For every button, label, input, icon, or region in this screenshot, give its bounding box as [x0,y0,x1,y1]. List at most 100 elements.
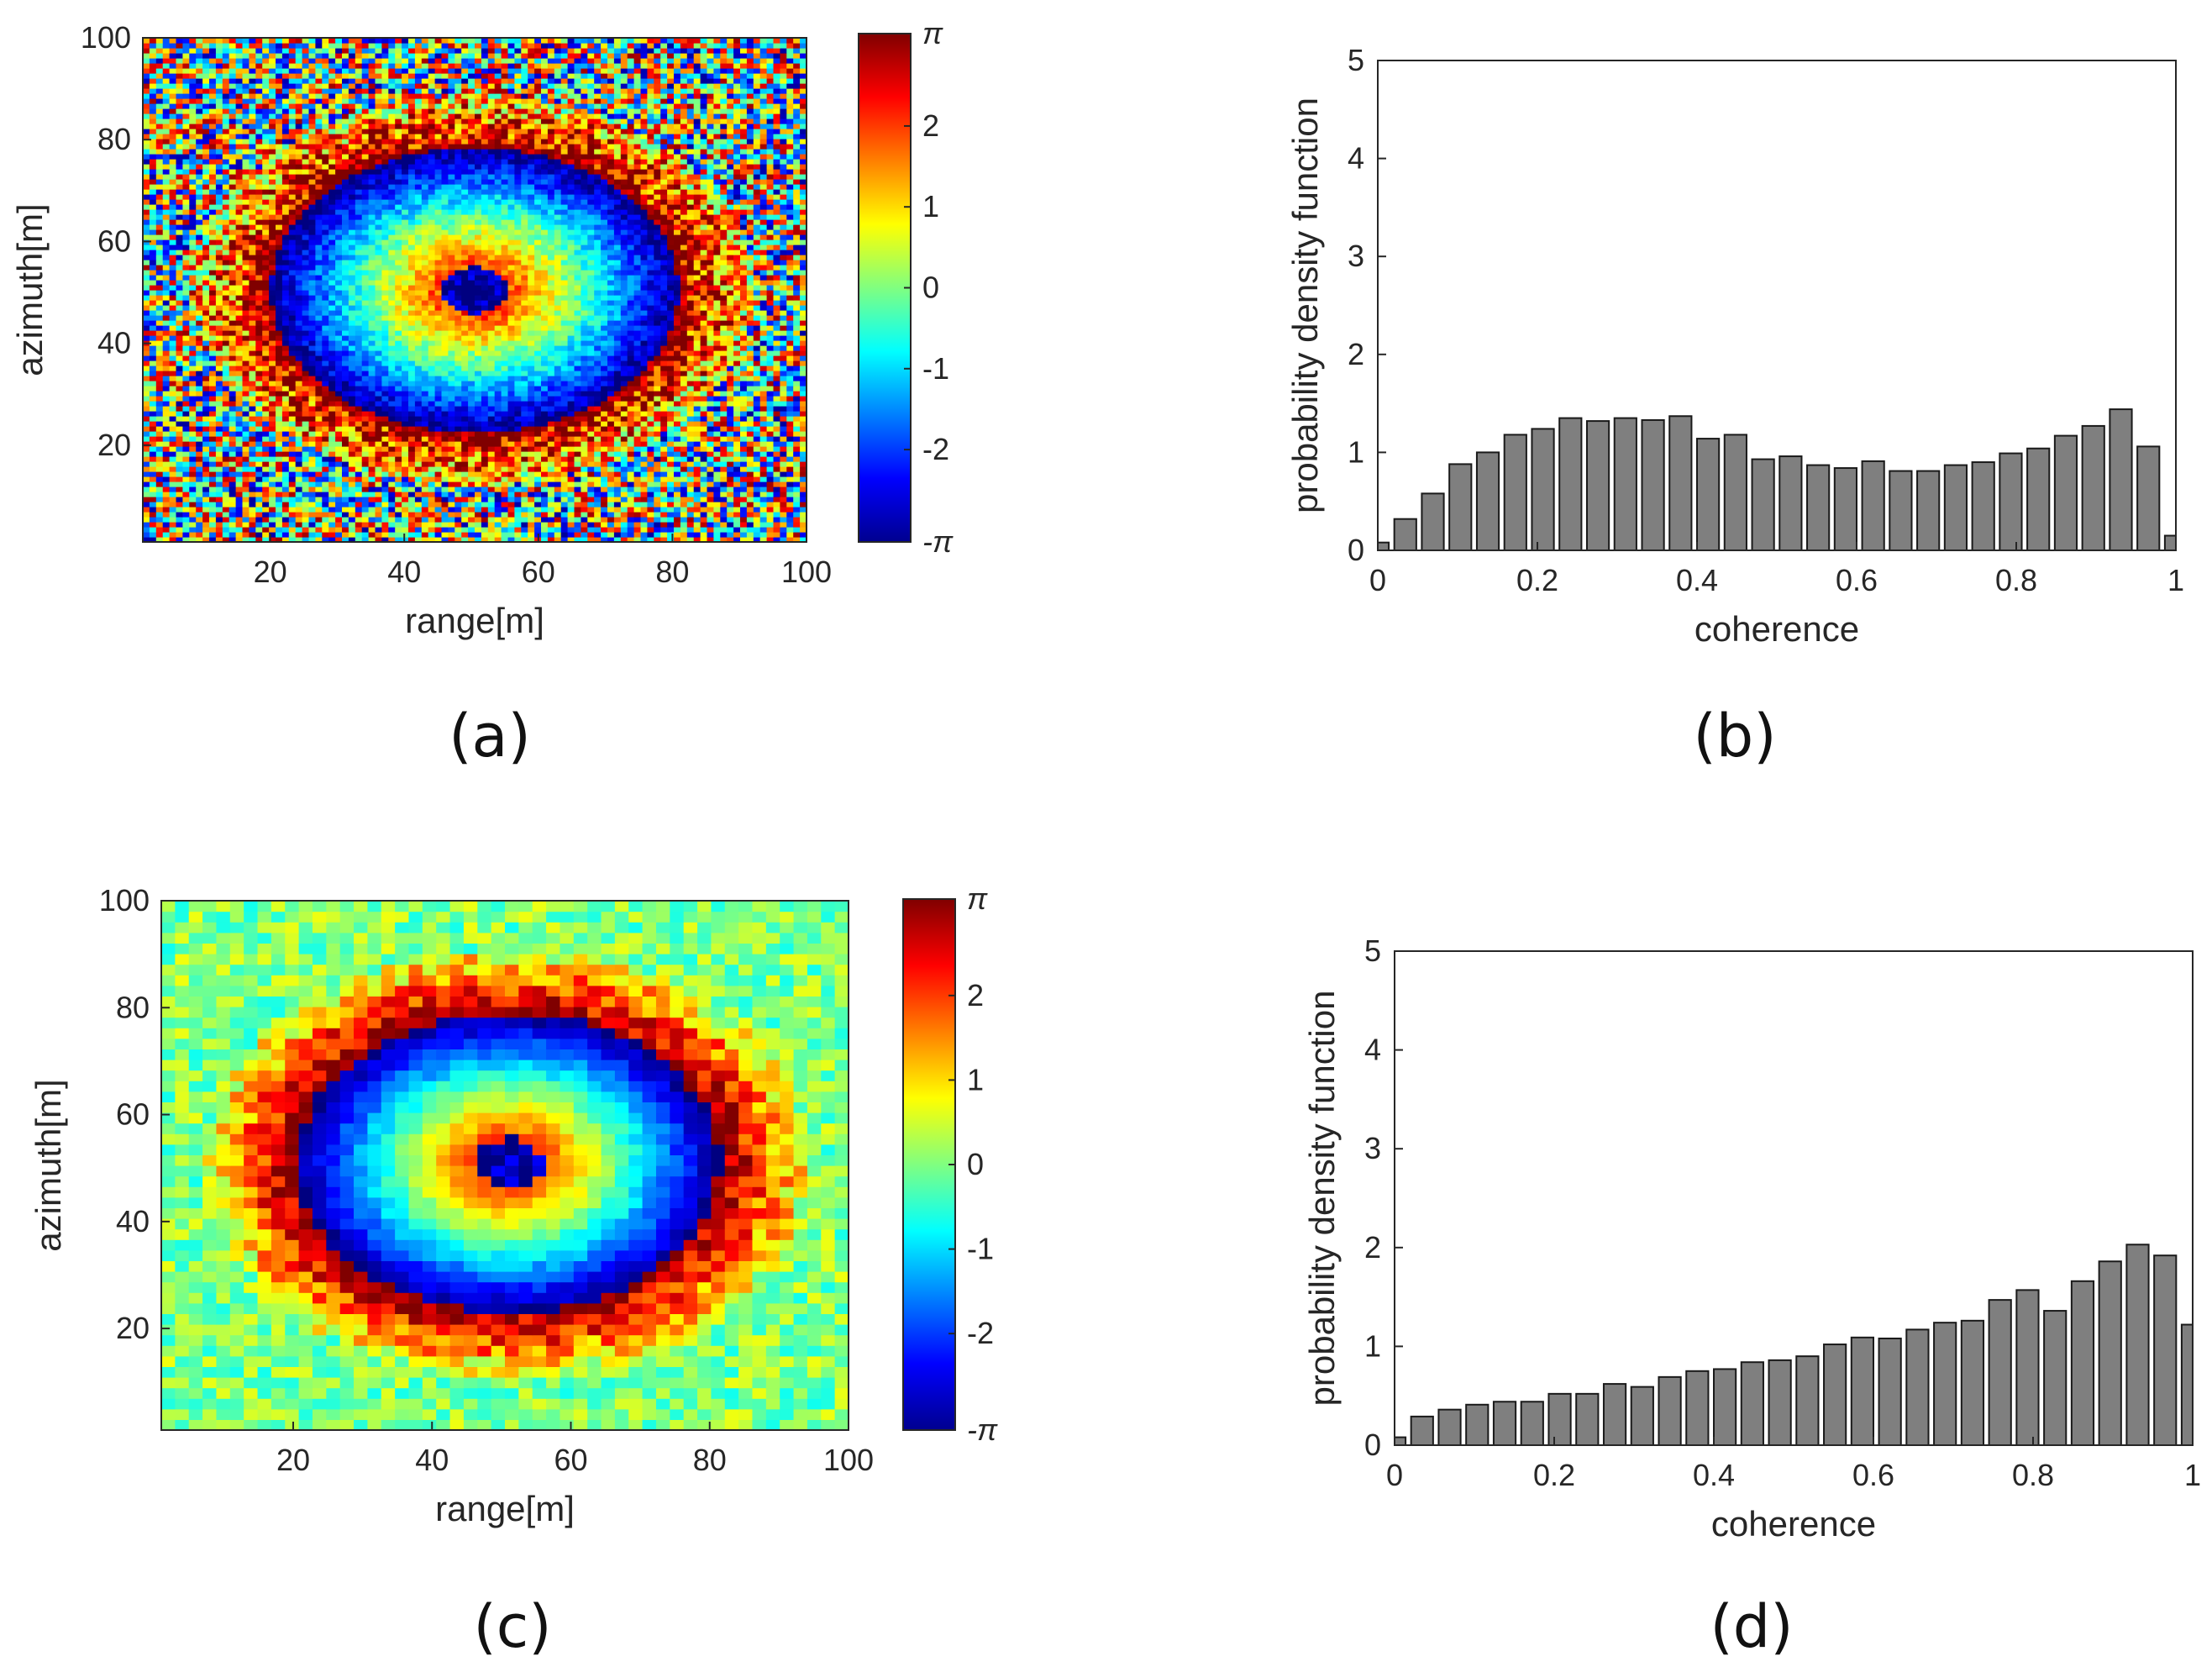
panel-a-colorbar-label: π [922,16,943,50]
panel-b-bar [1999,452,2023,550]
panel-d-bar [2125,1244,2150,1445]
panel-b-xtick-label: 0.4 [1676,563,1718,597]
panel-c-phase-map: 20 40 60 80 10020406080100range[m]azimuth[m]… [29,881,998,1661]
panel-a-caption: (a) [449,702,531,770]
panel-b-bar [1751,458,1775,550]
panel-c-colorbar-label: -1 [967,1232,994,1266]
panel-a-axes-frame [142,37,807,543]
panel-c-ytick-label: 20 [116,1311,150,1345]
panel-b-bar [1668,415,1693,550]
panel-b-ytick-label: 2 [1348,337,1364,371]
panel-c-xtick-label: 40 [415,1443,449,1477]
panel-d-bar [1795,1355,1820,1445]
panel-b-bars [1378,408,2176,550]
panel-d-bar [2098,1260,2122,1445]
panel-b-bar [1531,428,1555,550]
panel-d-caption: (d) [1710,1592,1793,1661]
panel-d-bar [1630,1386,1654,1445]
panel-b-bar [1723,434,1747,550]
panel-d-ytick-label: 4 [1364,1033,1381,1067]
panel-b-bar [1641,418,1665,550]
panel-a-colorbar [859,34,911,542]
panel-d-bar [2070,1280,2095,1445]
panel-a-xtick-label: 20 [254,555,287,589]
panel-d-bar [1437,1408,1462,1445]
panel-b-bar [1448,463,1473,550]
panel-d-ytick-label: 1 [1364,1328,1381,1363]
panel-d-coherence-histogram: 0 0.2 0.4 0.6 0.8 1 0 1 2 3 4 5 coherence probability… [1302,933,2201,1661]
panel-c-phase-pixels [161,901,849,1431]
panel-a-ytick-label: 60 [97,223,131,258]
panel-b-xtick-label: 1 [2167,563,2184,597]
panel-c-axes-frame [160,900,849,1431]
panel-d-bar [1933,1322,1957,1445]
panel-d-xtick-label: 0.4 [1693,1458,1735,1492]
panel-c-ytick-label: 40 [116,1204,150,1238]
panel-b-xtick-label: 0 [1369,563,1386,597]
panel-d-bar [1850,1336,1875,1445]
panel-c-ytick-label: 100 [99,883,150,918]
panel-a-xtick-label: 60 [522,555,555,589]
panel-d-axes-frame [1394,950,2194,1446]
panel-d-bar [1492,1401,1517,1445]
panel-b-bar [1585,420,1610,550]
panel-d-ytick-label: 2 [1364,1230,1381,1265]
panel-c-xtick-label: 20 [276,1443,310,1477]
panel-b-bar [1421,492,1445,550]
panel-c-colorbar-label: 2 [967,978,984,1012]
panel-a-xtick-label: 100 [781,555,832,589]
panel-d-bar [1988,1299,2012,1445]
panel-b-bar [2109,408,2133,550]
panel-d-bar [1905,1328,1930,1445]
panel-d-xtick-label: 0.6 [1852,1458,1894,1492]
panel-a-ytick-label: 40 [97,326,131,360]
panel-b-coherence-histogram: 0 0.2 0.4 0.6 0.8 1 0 1 2 3 4 5 coherence probability… [1285,43,2184,770]
panel-a-phase-pixels [143,38,807,543]
panel-b-xtick-label: 0.2 [1516,563,1558,597]
panel-d-xtick-label: 0.8 [2012,1458,2054,1492]
panel-b-bar [1558,417,1583,550]
panel-d-ytick-label: 5 [1364,933,1381,968]
panel-b-bar [1833,467,1858,550]
panel-d-bar [1658,1375,1682,1445]
panel-b-bar [2053,434,2078,550]
panel-b-ytick-label: 3 [1348,239,1364,273]
panel-b-bar [1696,438,1721,550]
panel-b-bar [1889,470,1913,550]
panel-d-ytick-label: 0 [1364,1428,1381,1462]
panel-c-colorbar [903,899,955,1430]
panel-b-bar [1971,461,1995,550]
panel-b-bar [1916,470,1941,550]
panel-b-bar [1861,460,1885,550]
panel-d-bar [1465,1403,1490,1445]
panel-a-ytick-label: 20 [97,428,131,462]
panel-d-bar [1410,1415,1434,1445]
panel-b-caption: (b) [1693,702,1776,770]
panel-d-bar [1520,1401,1544,1445]
panel-c-xtick-label: 100 [823,1443,874,1477]
panel-c-xlabel: range[m] [435,1489,575,1528]
panel-d-bar [1602,1383,1627,1445]
panel-c-xtick-label: 80 [693,1443,727,1477]
panel-d-bar [1823,1344,1847,1445]
panel-d-bar [2043,1310,2068,1445]
panel-a-ytick-label: 80 [97,122,131,156]
panel-b-bar [1613,417,1637,550]
panel-b-ytick-label: 4 [1348,141,1364,176]
panel-a-ytick-label: 100 [81,20,131,55]
panel-c-colorbar-label: -π [967,1412,998,1447]
panel-b-axes-frame [1377,60,2177,551]
panel-b-bar [1779,455,1803,550]
panel-d-bar [1575,1392,1600,1445]
panel-d-bar [1740,1361,1764,1445]
panel-c-colorbar-label: -2 [967,1316,994,1350]
panel-c-colorbar-label: π [967,881,988,916]
panel-c-ylabel: azimuth[m] [29,1079,68,1251]
panel-a-colorbar-label: 2 [922,108,939,143]
panel-d-ylabel: probability density function [1302,991,1342,1407]
panel-d-xtick-label: 0 [1386,1458,1403,1492]
panel-d-bar [1685,1370,1710,1445]
panel-b-ytick-label: 0 [1348,533,1364,567]
panel-d-bar [1878,1337,1902,1445]
panel-a-colorbar-label: 1 [922,189,939,223]
